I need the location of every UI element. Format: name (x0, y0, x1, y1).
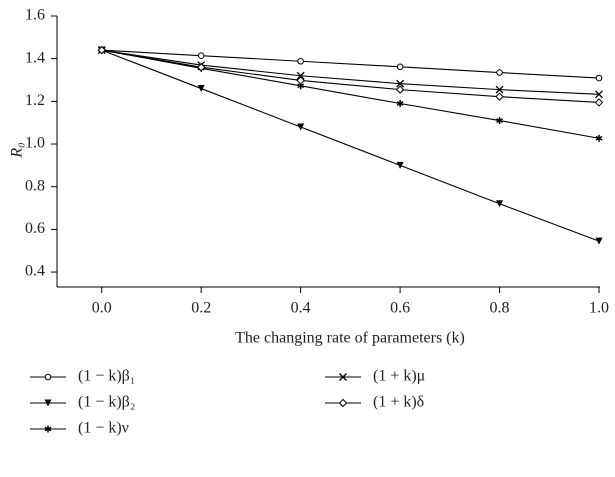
y-tick-label: 0.8 (25, 177, 45, 194)
x-axis-label: The changing rate of parameters (k) (235, 330, 465, 347)
data-point (496, 117, 503, 125)
marker-shape (395, 85, 405, 94)
x-tick-label: 0.2 (191, 300, 211, 317)
series-line (101, 49, 600, 139)
legend-item: (1 − k)ν (30, 420, 129, 437)
x-tick-label: 1.0 (589, 300, 609, 317)
marker-shape (495, 92, 504, 101)
marker-shape (196, 63, 206, 72)
data-point (595, 90, 603, 99)
x-tick-label: 0.6 (390, 300, 410, 317)
marker-shape (297, 57, 304, 65)
data-point (495, 85, 504, 94)
marker-shape (595, 74, 603, 82)
legend-item: (1 − k)β₂ (30, 394, 135, 411)
data-point (496, 69, 503, 76)
marker-shape (595, 90, 603, 99)
data-point (395, 85, 405, 94)
y-axis-label: R₀ (9, 142, 26, 158)
series-line (101, 49, 600, 103)
marker-shape (197, 85, 205, 93)
data-point (396, 99, 404, 107)
marker-shape (595, 135, 603, 141)
marker-shape (595, 237, 603, 245)
marker-shape (594, 98, 604, 107)
data-point (297, 57, 304, 65)
y-tick-label: 0.4 (25, 263, 45, 280)
data-point (595, 74, 603, 82)
legend-item: (1 + k)μ (325, 368, 425, 385)
legend-item: (1 − k)β₁ (30, 368, 135, 385)
data-point (197, 85, 205, 93)
legend-item: (1 + k)δ (325, 394, 424, 411)
data-point (496, 200, 504, 208)
legend-marker (44, 399, 52, 407)
legend-marker (44, 373, 52, 381)
y-tick-label: 1.4 (25, 49, 45, 66)
legend-marker (338, 398, 348, 408)
legend-label: (1 + k)μ (373, 368, 425, 385)
marker-shape (44, 426, 52, 432)
series-line (101, 49, 600, 79)
marker-shape (496, 69, 503, 76)
data-point (197, 52, 205, 59)
marker-shape (296, 71, 305, 80)
data-point (594, 98, 604, 107)
legend-label: (1 − k)β₁ (78, 368, 135, 385)
marker-shape (338, 398, 348, 408)
marker-shape (396, 161, 404, 169)
data-point (296, 76, 305, 85)
data-point (595, 237, 603, 245)
legend-marker (339, 373, 347, 381)
legend-label: (1 − k)β₂ (78, 394, 135, 411)
marker-shape (339, 373, 347, 381)
data-point (396, 63, 404, 71)
x-tick-label: 0.0 (92, 300, 112, 317)
series-line (101, 49, 600, 242)
data-point (396, 79, 405, 88)
y-tick-label: 1.6 (25, 7, 45, 24)
data-point (296, 71, 305, 80)
marker-shape (396, 101, 404, 106)
x-tick-label: 0.4 (291, 300, 311, 317)
marker-shape (297, 123, 305, 131)
marker-shape (396, 79, 405, 88)
y-tick-label: 0.6 (25, 220, 45, 237)
marker-shape (496, 118, 503, 123)
legend-label: (1 − k)ν (78, 420, 129, 437)
data-point (97, 45, 106, 55)
marker-shape (44, 373, 52, 381)
data-point (396, 161, 404, 169)
marker-shape (396, 63, 404, 71)
data-point (595, 134, 603, 142)
legend-label: (1 + k)δ (373, 394, 424, 411)
marker-shape (296, 76, 305, 85)
data-point (297, 123, 305, 131)
y-tick-label: 1.2 (25, 92, 45, 109)
x-tick-label: 0.8 (490, 300, 510, 317)
data-point (495, 92, 504, 101)
marker-shape (495, 85, 504, 94)
marker-shape (297, 83, 305, 89)
legend-marker (44, 425, 52, 433)
series-line (101, 49, 600, 95)
marker-shape (44, 399, 52, 407)
marker-shape (197, 52, 205, 59)
data-point (196, 63, 206, 72)
y-tick-label: 1.0 (25, 135, 45, 152)
marker-shape (97, 45, 106, 55)
marker-shape (496, 200, 504, 208)
